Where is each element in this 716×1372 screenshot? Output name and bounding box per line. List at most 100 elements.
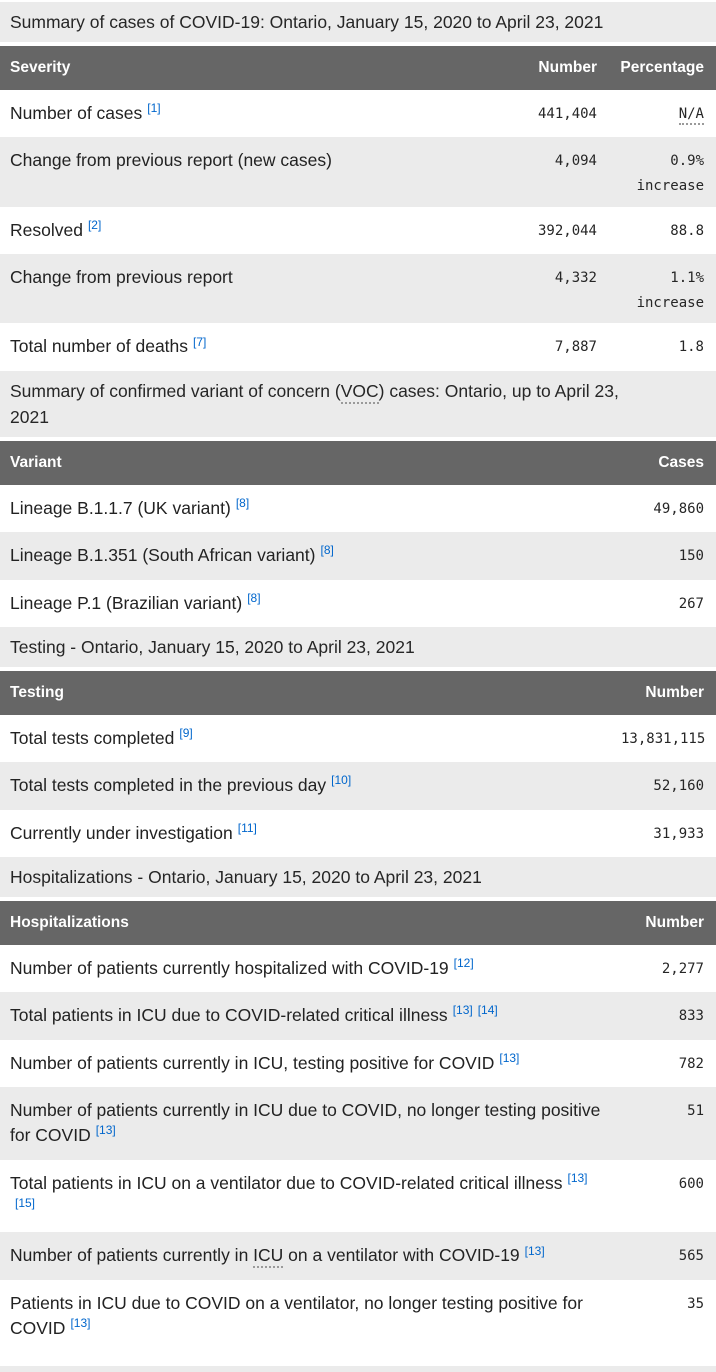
footnote-ref: [10]	[331, 773, 351, 787]
voc-table: Summary of confirmed variant of concern …	[0, 370, 716, 627]
number-cell: 4,332	[554, 269, 597, 286]
footnote-link[interactable]: [15]	[15, 1196, 36, 1211]
table-row: Number of patients currently in ICU on a…	[0, 1232, 716, 1280]
row-label: Total tests completed in the previous da…	[10, 775, 327, 796]
caption-text: ) cases: Ontario, up to April 23, 2021	[10, 380, 619, 427]
row-label-cell: Currently under investigation [11]	[0, 810, 611, 857]
percentage-cell: 88.8	[670, 222, 704, 239]
footnote-link[interactable]: [8]	[320, 543, 334, 558]
caption-text: Summary of cases of COVID-19: Ontario, J…	[10, 12, 604, 32]
footnote-ref: [7]	[193, 335, 206, 349]
footnote-link[interactable]: [8]	[235, 495, 250, 510]
table-row: Total number of deaths [7] 7,887 1.8	[0, 323, 716, 371]
footnote-link[interactable]: [11]	[237, 820, 257, 835]
row-label: Total tests completed	[10, 727, 175, 748]
row-label-cell: Change from previous report	[0, 254, 498, 323]
footnote-link[interactable]: [13]	[452, 1003, 473, 1018]
column-header-number: Number	[498, 46, 608, 90]
hospitalizations-table: Hospitalizations - Ontario, January 15, …	[0, 856, 716, 1353]
footnote-ref: [13]	[70, 1316, 90, 1330]
footnote-link[interactable]: [13]	[70, 1316, 91, 1331]
footnote-link[interactable]: [13]	[95, 1123, 116, 1138]
number-cell: 7,887	[554, 339, 597, 356]
column-header-number: Number	[611, 671, 716, 715]
caption-text: Summary of confirmed variant of concern …	[10, 380, 341, 401]
footnote-ref: [14]	[478, 1003, 498, 1017]
footnote-link[interactable]: [10]	[331, 773, 352, 788]
number-cell: 35	[687, 1295, 704, 1312]
footnote-ref: [1]	[147, 101, 160, 115]
table-row: Number of cases [1] 441,404 N/A	[0, 89, 716, 138]
number-cell: 267	[678, 595, 704, 612]
table-row: Lineage P.1 (Brazilian variant) [8] 267	[0, 579, 716, 627]
table-caption: Testing - Ontario, January 15, 2020 to A…	[0, 626, 716, 672]
row-label: Change from previous report	[10, 266, 233, 287]
row-label: Total number of deaths	[10, 336, 189, 357]
number-cell: 441,404	[537, 105, 597, 122]
number-cell: 4,094	[554, 153, 597, 170]
footnote-link[interactable]: [7]	[193, 334, 207, 349]
table-row: Patients in ICU due to COVID on a ventil…	[0, 1279, 716, 1353]
footnote-link[interactable]: [8]	[247, 590, 261, 605]
number-cell: 782	[678, 1055, 704, 1072]
footnote-ref: [13]	[567, 1171, 587, 1185]
footnote-ref: [13]	[499, 1051, 519, 1065]
table-row: Total tests completed in the previous da…	[0, 762, 716, 810]
row-label-cell: Lineage B.1.351 (South African variant) […	[0, 532, 611, 579]
number-cell: 49,860	[653, 500, 704, 517]
row-label-cell: Lineage P.1 (Brazilian variant) [8]	[0, 580, 611, 627]
header-row: Severity Number Percentage	[0, 46, 716, 90]
number-cell: 13,831,115	[621, 730, 706, 747]
table-row: Total tests completed [9] 13,831,115	[0, 714, 716, 763]
number-cell: 392,044	[537, 222, 597, 239]
number-cell: 51	[687, 1102, 704, 1119]
table-row: Lineage B.1.1.7 (UK variant) [8] 49,860	[0, 484, 716, 533]
percentage-value: 0.9%	[670, 153, 704, 170]
row-label-cell: Total tests completed in the previous da…	[0, 762, 611, 809]
footnote-link[interactable]: [12]	[453, 955, 474, 970]
column-header-number: Number	[611, 901, 716, 945]
footnote-ref: [2]	[88, 218, 101, 232]
row-label-cell: Total patients in ICU on a ventilator du…	[0, 1160, 611, 1233]
header-row: Testing Number	[0, 671, 716, 715]
row-label: Number of patients currently in ICU, tes…	[10, 1052, 495, 1073]
percentage-note: increase	[636, 178, 704, 195]
footnote-link[interactable]: [13]	[567, 1170, 588, 1185]
row-label-cell: Total number of deaths [7]	[0, 323, 498, 370]
footnote-link[interactable]: [13]	[524, 1243, 545, 1258]
footnote-ref: [13]	[96, 1123, 116, 1137]
footnote-link[interactable]: [14]	[477, 1003, 498, 1018]
table-row: Resolved [2] 392,044 88.8	[0, 206, 716, 254]
footnote-link[interactable]: [1]	[147, 101, 161, 116]
table-row: Change from previous report 4,332 1.1% in…	[0, 253, 716, 324]
footnote-ref: [8]	[236, 496, 249, 510]
footnote-ref: [9]	[179, 726, 192, 740]
abbr-icu: ICU	[253, 1245, 284, 1269]
abbr-na: N/A	[678, 105, 704, 125]
percentage-value: 1.1%	[670, 269, 704, 286]
next-table-caption-partial	[0, 1365, 716, 1372]
column-header-cases: Cases	[611, 441, 716, 485]
footnote-link[interactable]: [9]	[179, 725, 193, 740]
footnote-link[interactable]: [13]	[499, 1050, 520, 1065]
row-label: Currently under investigation	[10, 822, 233, 843]
row-label: Number of cases	[10, 102, 143, 123]
row-label-cell: Total patients in ICU due to COVID-relat…	[0, 992, 611, 1039]
number-cell: 52,160	[653, 778, 704, 795]
footnote-ref: [15]	[15, 1196, 35, 1210]
row-label-cell: Total tests completed [9]	[0, 715, 611, 762]
table-row: Total patients in ICU on a ventilator du…	[0, 1159, 716, 1233]
table-caption: Summary of confirmed variant of concern …	[0, 370, 716, 442]
number-cell: 31,933	[653, 825, 704, 842]
row-label-cell: Patients in ICU due to COVID on a ventil…	[0, 1280, 611, 1353]
footnote-ref: [13]	[453, 1003, 473, 1017]
number-cell: 2,277	[661, 960, 704, 977]
footnote-link[interactable]: [2]	[87, 217, 102, 232]
testing-table: Testing - Ontario, January 15, 2020 to A…	[0, 626, 716, 857]
column-header-severity: Severity	[0, 46, 498, 90]
abbr-voc: VOC	[340, 380, 379, 404]
footnote-ref: [12]	[454, 956, 474, 970]
table-row: Number of patients currently in ICU due …	[0, 1086, 716, 1160]
row-label-cell: Number of patients currently in ICU on a…	[0, 1232, 611, 1279]
row-label: Patients in ICU due to COVID on a ventil…	[10, 1292, 583, 1339]
